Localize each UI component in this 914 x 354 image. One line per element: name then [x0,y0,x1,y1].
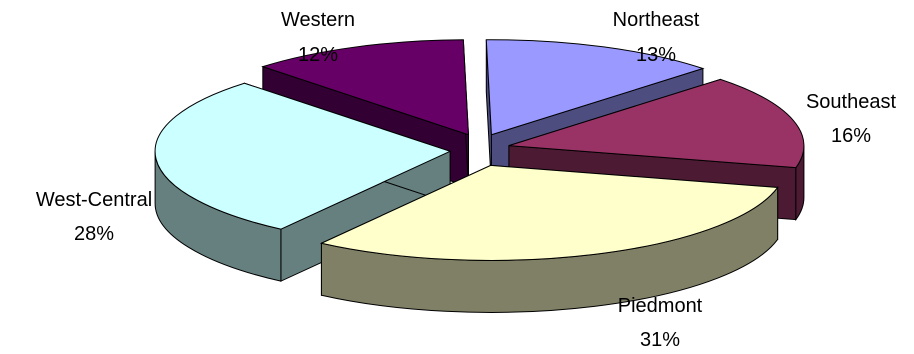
slice-piedmont-top [319,164,779,261]
label-west-central-percent: 28% [74,223,114,245]
label-west-central-name: West-Central [36,189,152,211]
label-southeast-percent: 16% [831,125,871,147]
label-western-percent: 12% [298,44,338,66]
slice-west-central-top [154,82,452,230]
slice-piedmont [319,164,779,313]
slice-northeast-top [485,39,705,136]
label-piedmont-name: Piedmont [618,295,703,317]
slice-western-top [261,39,470,136]
label-piedmont-percent: 31% [640,329,680,351]
slice-southeast-top [508,78,805,169]
label-southeast-name: Southeast [806,91,897,113]
label-western-name: Western [281,9,355,31]
label-northeast-name: Northeast [613,9,700,31]
label-northeast-percent: 13% [636,44,676,66]
